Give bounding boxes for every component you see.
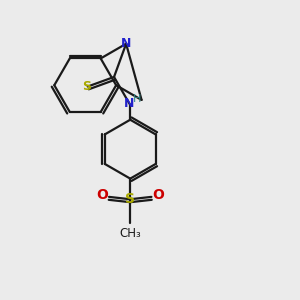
Text: O: O <box>152 188 164 203</box>
Text: S: S <box>82 80 91 93</box>
Text: N: N <box>121 37 131 50</box>
Text: S: S <box>125 192 135 206</box>
Text: H: H <box>133 94 141 103</box>
Text: N: N <box>124 97 134 110</box>
Text: O: O <box>97 188 109 203</box>
Text: CH₃: CH₃ <box>119 227 141 240</box>
